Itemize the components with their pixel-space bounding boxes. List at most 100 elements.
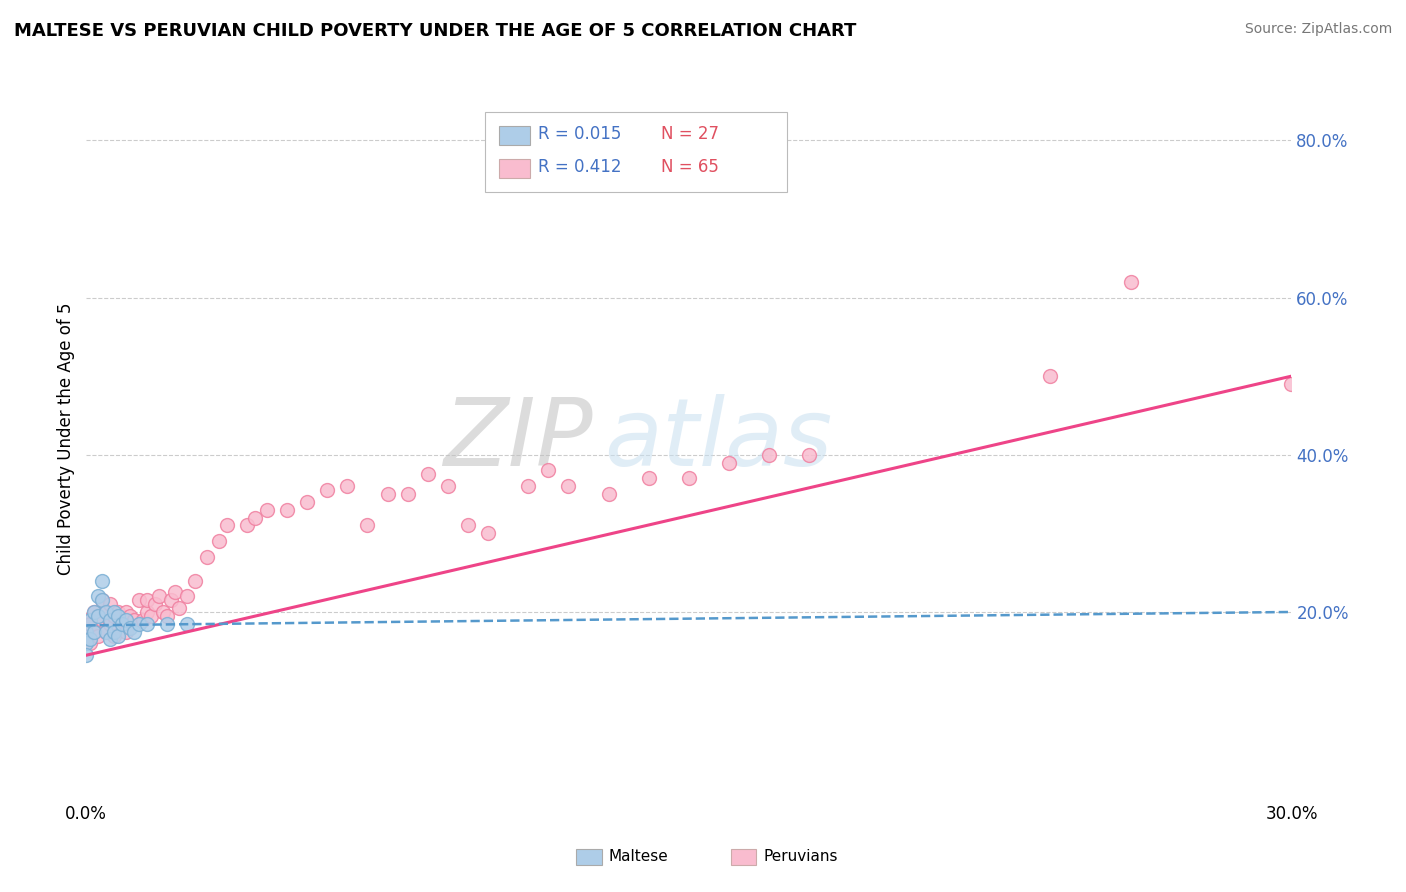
Point bbox=[396, 487, 419, 501]
Point bbox=[356, 518, 378, 533]
Y-axis label: Child Poverty Under the Age of 5: Child Poverty Under the Age of 5 bbox=[58, 302, 75, 575]
Point bbox=[115, 624, 138, 639]
Point bbox=[297, 495, 319, 509]
Point bbox=[135, 593, 157, 607]
Text: R = 0.412: R = 0.412 bbox=[538, 158, 621, 176]
Point bbox=[100, 597, 122, 611]
Point bbox=[243, 510, 266, 524]
Point bbox=[75, 648, 97, 663]
Point bbox=[678, 471, 700, 485]
Point bbox=[79, 616, 101, 631]
Point bbox=[87, 589, 110, 603]
Point bbox=[215, 518, 238, 533]
Point bbox=[107, 605, 129, 619]
Point bbox=[100, 616, 122, 631]
Point bbox=[87, 608, 110, 623]
Text: Peruvians: Peruvians bbox=[763, 849, 838, 863]
Point bbox=[517, 479, 540, 493]
Point bbox=[377, 487, 399, 501]
Point bbox=[124, 613, 146, 627]
Point bbox=[276, 502, 298, 516]
Point bbox=[139, 608, 162, 623]
Point bbox=[124, 624, 146, 639]
Point bbox=[416, 467, 439, 482]
Point bbox=[135, 605, 157, 619]
Point bbox=[75, 632, 97, 647]
Point bbox=[75, 636, 97, 650]
Point bbox=[208, 534, 231, 549]
Point bbox=[79, 636, 101, 650]
Point bbox=[75, 613, 97, 627]
Text: R = 0.015: R = 0.015 bbox=[538, 125, 621, 143]
Point bbox=[598, 487, 620, 501]
Point bbox=[156, 616, 179, 631]
Text: atlas: atlas bbox=[605, 393, 832, 484]
Point bbox=[91, 574, 114, 588]
Point bbox=[83, 624, 105, 639]
Point bbox=[537, 463, 560, 477]
Point bbox=[1281, 376, 1303, 391]
Point bbox=[131, 613, 153, 627]
Point bbox=[128, 593, 150, 607]
Point bbox=[96, 624, 118, 639]
Point bbox=[103, 605, 125, 619]
Point bbox=[156, 608, 179, 623]
Point bbox=[148, 589, 170, 603]
Point bbox=[75, 624, 97, 639]
Point bbox=[103, 608, 125, 623]
Point bbox=[1039, 369, 1062, 384]
Point bbox=[107, 608, 129, 623]
Point bbox=[799, 448, 821, 462]
Point bbox=[184, 574, 207, 588]
Point bbox=[1119, 275, 1142, 289]
Point bbox=[316, 483, 339, 497]
Point bbox=[437, 479, 460, 493]
Point bbox=[96, 605, 118, 619]
Point bbox=[91, 593, 114, 607]
Point bbox=[120, 608, 142, 623]
Point bbox=[79, 613, 101, 627]
Point bbox=[83, 605, 105, 619]
Point bbox=[107, 628, 129, 642]
Point bbox=[159, 593, 181, 607]
Point bbox=[637, 471, 659, 485]
Point bbox=[91, 613, 114, 627]
Point bbox=[195, 549, 218, 564]
Point bbox=[167, 601, 190, 615]
Point bbox=[557, 479, 579, 493]
Point bbox=[115, 613, 138, 627]
Point bbox=[457, 518, 479, 533]
Point bbox=[100, 632, 122, 647]
Point bbox=[79, 632, 101, 647]
Text: N = 65: N = 65 bbox=[661, 158, 718, 176]
Text: Source: ZipAtlas.com: Source: ZipAtlas.com bbox=[1244, 22, 1392, 37]
Point bbox=[83, 605, 105, 619]
Point bbox=[91, 593, 114, 607]
Point bbox=[111, 616, 134, 631]
Point bbox=[256, 502, 278, 516]
Point bbox=[111, 616, 134, 631]
Point bbox=[87, 608, 110, 623]
Point bbox=[103, 624, 125, 639]
Point bbox=[96, 605, 118, 619]
Text: MALTESE VS PERUVIAN CHILD POVERTY UNDER THE AGE OF 5 CORRELATION CHART: MALTESE VS PERUVIAN CHILD POVERTY UNDER … bbox=[14, 22, 856, 40]
Point bbox=[115, 605, 138, 619]
Text: ZIP: ZIP bbox=[443, 393, 592, 484]
Point bbox=[477, 526, 499, 541]
Point bbox=[152, 605, 174, 619]
Point bbox=[100, 613, 122, 627]
Point bbox=[83, 624, 105, 639]
Point bbox=[135, 616, 157, 631]
Point bbox=[176, 616, 198, 631]
Point bbox=[718, 456, 741, 470]
Point bbox=[176, 589, 198, 603]
Point bbox=[163, 585, 186, 599]
Text: Maltese: Maltese bbox=[609, 849, 668, 863]
Point bbox=[758, 448, 780, 462]
Point bbox=[120, 621, 142, 635]
Point bbox=[128, 616, 150, 631]
Point bbox=[336, 479, 359, 493]
Point bbox=[103, 628, 125, 642]
Point bbox=[87, 628, 110, 642]
Point bbox=[236, 518, 259, 533]
